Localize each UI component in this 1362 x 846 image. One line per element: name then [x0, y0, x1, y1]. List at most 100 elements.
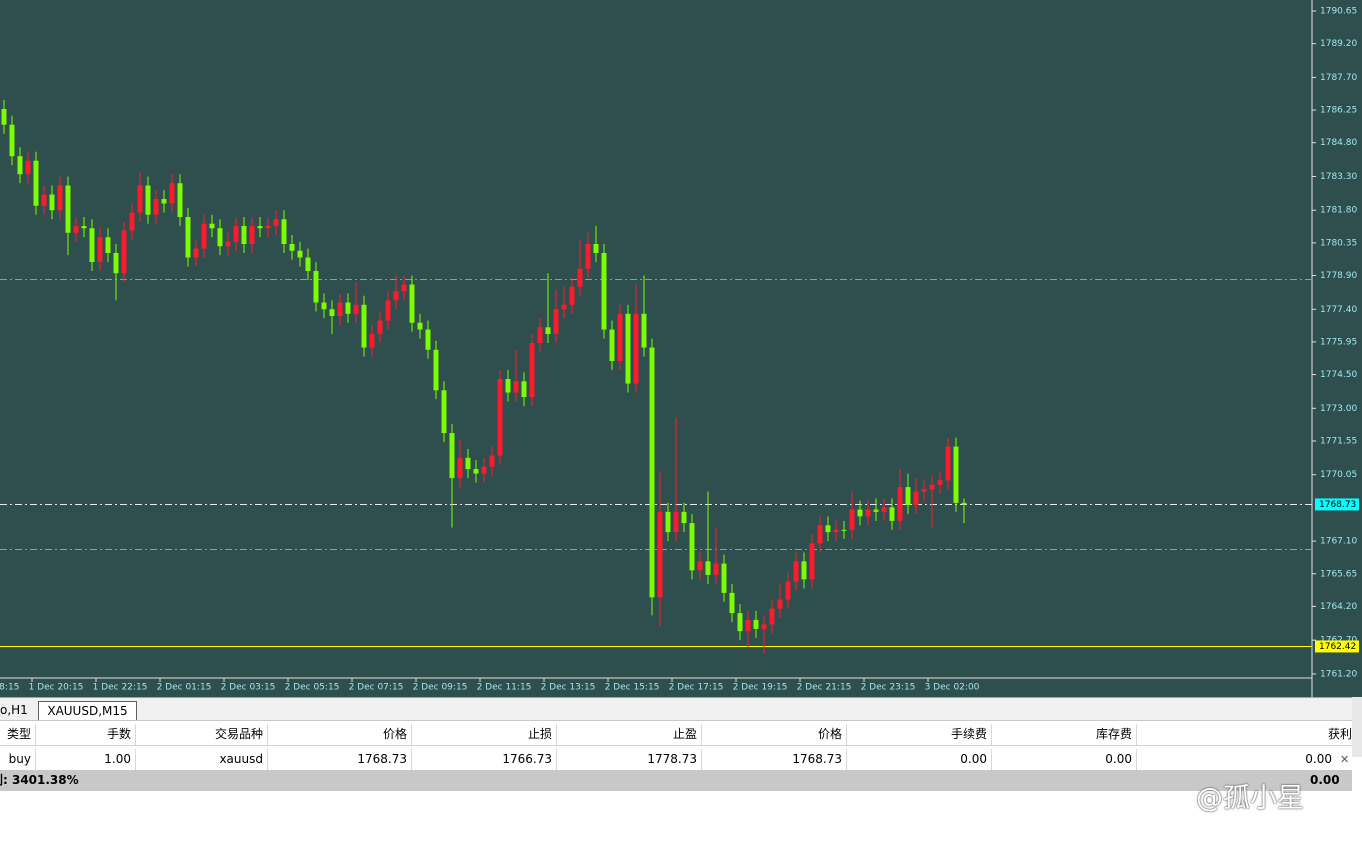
candle-body: [617, 313, 623, 362]
candle-body: [369, 334, 375, 348]
candle-body: [281, 219, 287, 244]
candle-body: [1, 108, 7, 125]
candle-body: [385, 300, 391, 321]
x-tick-label: 2 Dec 03:15: [221, 683, 276, 693]
candle-body: [753, 619, 759, 629]
column-header[interactable]: 手续费: [847, 724, 992, 745]
candle-body: [441, 390, 447, 434]
x-tick-label: 2 Dec 21:15: [797, 683, 852, 693]
candle-body: [561, 304, 567, 310]
column-header[interactable]: 交易品种: [136, 724, 268, 745]
candle-body: [33, 160, 39, 206]
candle-body: [377, 320, 383, 335]
candle-body: [865, 509, 871, 517]
candle-body: [393, 291, 399, 301]
candle-body: [625, 313, 631, 384]
candle-body: [417, 322, 423, 330]
column-header[interactable]: 手数: [36, 724, 136, 745]
candle-body: [529, 343, 535, 398]
y-tick-label: 1789.20: [1320, 39, 1357, 49]
candle-body: [193, 248, 199, 258]
candle-body: [97, 237, 103, 263]
candle-body: [505, 379, 511, 393]
candle-body: [41, 194, 47, 206]
price-marker-label: 1768.73: [1319, 500, 1356, 510]
column-header[interactable]: 获利: [1327, 727, 1352, 741]
cell: 1768.73: [268, 749, 412, 770]
candle-body: [785, 581, 791, 600]
column-header[interactable]: 止损: [412, 724, 557, 745]
price-marker-label: 1762.42: [1319, 642, 1356, 652]
column-header[interactable]: 类型: [0, 724, 36, 745]
tab[interactable]: o,H1: [0, 703, 28, 717]
column-header[interactable]: 库存费: [992, 724, 1137, 745]
x-tick-label: 2 Dec 09:15: [413, 683, 468, 693]
candle-body: [361, 304, 367, 348]
candle-body: [673, 511, 679, 533]
candle-body: [633, 313, 639, 384]
candle-body: [145, 185, 151, 215]
column-header[interactable]: 止盈: [557, 724, 702, 745]
candle-body: [497, 379, 503, 456]
y-tick-label: 1781.80: [1320, 206, 1357, 216]
scrollbar[interactable]: [1352, 697, 1362, 757]
y-tick-label: 1783.30: [1320, 172, 1357, 182]
candle-body: [545, 327, 551, 335]
column-header[interactable]: 价格: [702, 724, 847, 745]
cell: 0.00: [1305, 752, 1332, 766]
candle-body: [665, 511, 671, 533]
candle-body: [233, 225, 239, 242]
candle-body: [337, 302, 343, 317]
candle-body: [49, 194, 55, 211]
candle-body: [169, 183, 175, 204]
candle-body: [761, 624, 767, 629]
close-button[interactable]: ✕: [1340, 753, 1350, 766]
candle-body: [849, 509, 855, 530]
y-tick-label: 1765.65: [1320, 569, 1357, 579]
candle-body: [105, 237, 111, 254]
candle-body: [953, 446, 959, 503]
candle-body: [185, 216, 191, 258]
candle-body: [937, 480, 943, 485]
candle-body: [889, 507, 895, 521]
cell: 1766.73: [412, 749, 557, 770]
candle-body: [713, 563, 719, 575]
x-tick-label: 1 Dec 18:15: [0, 683, 19, 693]
candle-body: [449, 433, 455, 479]
x-tick-label: 3 Dec 02:00: [925, 683, 980, 693]
candle-body: [553, 309, 559, 335]
x-tick-label: 2 Dec 07:15: [349, 683, 404, 693]
candle-body: [121, 230, 127, 274]
y-tick-label: 1787.70: [1320, 73, 1357, 83]
price-marker-box: [1315, 498, 1359, 511]
candle-body: [153, 198, 159, 215]
x-tick-label: 1 Dec 22:15: [93, 683, 148, 693]
candle-body: [793, 561, 799, 582]
candle-body: [585, 243, 591, 269]
chart-background: [0, 0, 1362, 697]
x-tick-label: 2 Dec 11:15: [477, 683, 532, 693]
candle-body: [705, 561, 711, 575]
candle-body: [881, 507, 887, 512]
candle-body: [913, 491, 919, 506]
column-header[interactable]: 价格: [268, 724, 412, 745]
y-tick-label: 1777.40: [1320, 305, 1357, 315]
candle-body: [297, 250, 303, 258]
candle-body: [809, 543, 815, 580]
candle-body: [641, 313, 647, 348]
y-tick-label: 1770.05: [1320, 470, 1357, 480]
candle-body: [305, 257, 311, 272]
y-tick-label: 1773.00: [1320, 404, 1357, 414]
candle-body: [657, 511, 663, 598]
candle-body: [817, 525, 823, 544]
candle-body: [609, 329, 615, 362]
candle-body: [689, 523, 695, 571]
trade-row[interactable]: buy 1.00 xauusd 1768.73 1766.73 1778.73 1768.7…: [0, 749, 1352, 770]
candle-body: [681, 511, 687, 524]
candle-body: [697, 561, 703, 571]
candle-body: [729, 592, 735, 614]
tab[interactable]: XAUUSD,M15: [38, 701, 137, 720]
candle-body: [217, 228, 223, 247]
y-tick-label: 1790.65: [1320, 7, 1357, 17]
